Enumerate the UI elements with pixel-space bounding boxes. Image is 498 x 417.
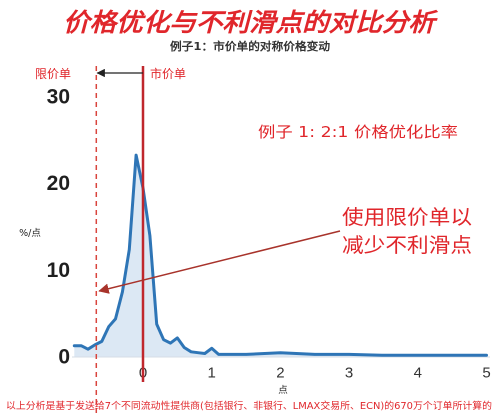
y-tick-label: 30 — [47, 86, 70, 109]
x-tick-label: 1 — [208, 365, 216, 382]
x-tick-label: 5 — [482, 365, 490, 382]
x-axis-label: 点 — [278, 385, 288, 396]
y-tick-label: 10 — [47, 259, 70, 282]
ratio-annotation: 例子 1: 2:1 价格优化比率 — [258, 123, 458, 141]
x-tick-label: 3 — [345, 365, 353, 382]
series-line — [72, 153, 488, 357]
footnote: 以上分析是基于发送给7个不同流动性提供商(包括银行、非银行、LMAX交易所、EC… — [6, 400, 492, 412]
x-tick-label: 4 — [414, 365, 422, 382]
y-tick-label: 0 — [58, 346, 70, 369]
callout-line-1: 使用限价单以 — [342, 205, 472, 229]
chart-subtitle: 例子1：市价单的对称价格变动 — [170, 39, 330, 53]
y-tick-label: 20 — [47, 172, 70, 195]
limit-order-label: 限价单 — [35, 67, 71, 81]
series-area — [74, 155, 487, 357]
x-tick-label: 2 — [276, 365, 284, 382]
market-order-label: 市价单 — [150, 66, 186, 81]
y-axis-label: %/点 — [19, 228, 41, 239]
callout-line-2: 减少不利滑点 — [342, 233, 472, 257]
chart-title: 价格优化与不利滑点的对比分析 — [63, 8, 439, 37]
callout-arrow — [98, 230, 341, 294]
